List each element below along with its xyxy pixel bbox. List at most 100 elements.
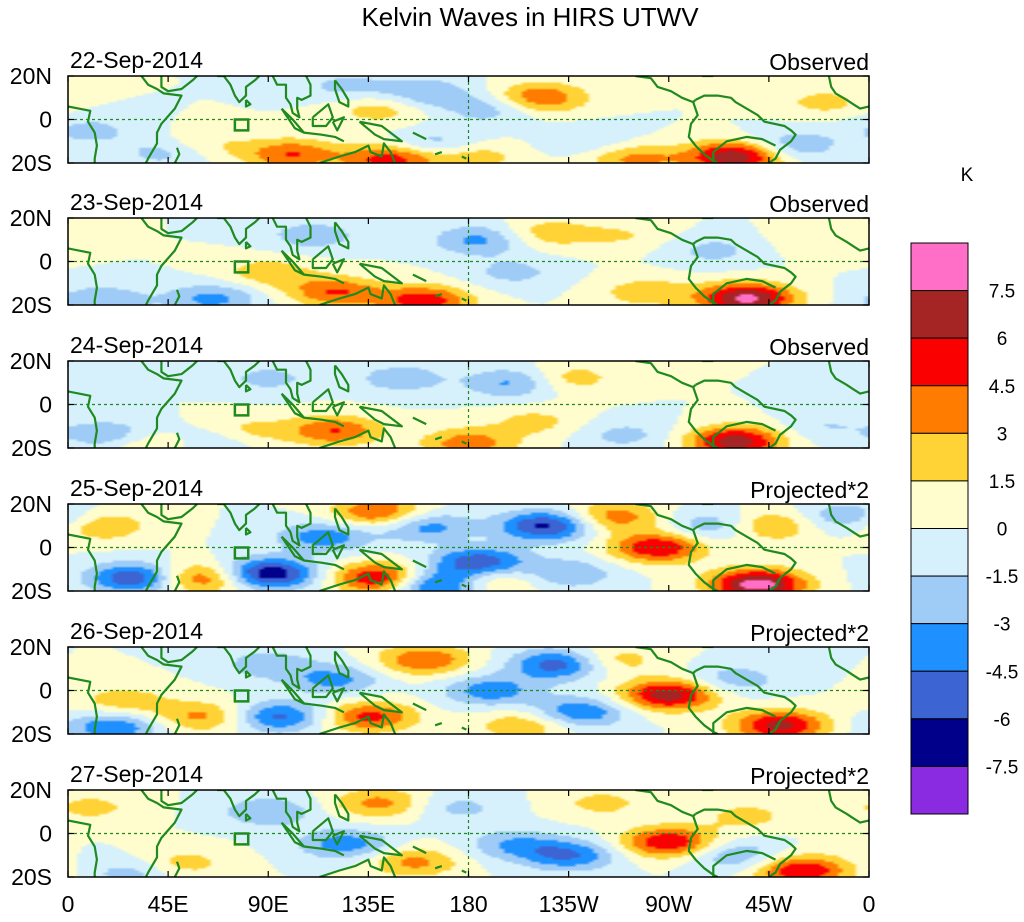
coastline <box>271 76 312 119</box>
colorbar-swatch <box>910 337 969 387</box>
coastline <box>173 289 181 305</box>
y-tick-label: 0 <box>39 107 52 133</box>
y-tick-label: 20N <box>10 205 52 231</box>
coastline <box>687 386 719 448</box>
coastline <box>827 218 869 252</box>
coastline <box>311 245 334 270</box>
coastline <box>68 819 99 877</box>
coastline <box>68 247 99 305</box>
panel-2: 20N 0 20S 23-Sep-2014 Observed <box>10 189 870 318</box>
coastline <box>358 834 403 857</box>
x-tick-label: 45E <box>148 891 189 917</box>
coastline <box>68 390 99 448</box>
colorbar-swatch <box>910 290 969 339</box>
coastlines <box>68 361 869 448</box>
colorbar-label: -6 <box>994 710 1011 731</box>
coastline <box>244 527 252 536</box>
coastline <box>358 120 403 143</box>
coastline <box>712 277 776 305</box>
coastline <box>217 504 261 532</box>
coastline <box>217 76 261 104</box>
colorbar-label: 7.5 <box>989 282 1015 303</box>
coastline <box>434 151 443 156</box>
colorbar-label: 1.5 <box>989 472 1015 493</box>
x-axis: 0 45E 90E 135E 180 135W 90W 45W 0 <box>62 891 876 917</box>
colorbar-units: K <box>961 165 974 186</box>
coastline <box>412 702 427 712</box>
coastline <box>271 790 312 833</box>
coastlines <box>68 76 869 163</box>
panel-date: 25-Sep-2014 <box>70 475 203 501</box>
coastline <box>319 427 397 448</box>
colorbar-swatch <box>910 432 969 482</box>
colorbar-label: 6 <box>997 329 1008 350</box>
coastline <box>311 388 334 413</box>
colorbar-label: -1.5 <box>986 567 1019 588</box>
colorbar-label: -7.5 <box>986 757 1019 778</box>
coastline <box>687 529 719 591</box>
colorbar-swatch <box>910 385 969 434</box>
colorbar-swatch <box>910 242 969 292</box>
coastline <box>303 416 345 428</box>
coastline <box>68 105 99 163</box>
coastline <box>333 79 350 108</box>
colorbar-label: -4.5 <box>986 662 1019 683</box>
panel-type: Projected*2 <box>750 620 869 646</box>
colorbar-swatch <box>910 480 969 529</box>
coastline <box>319 142 397 163</box>
coastline <box>461 440 467 445</box>
coastline <box>687 101 719 163</box>
y-tick-label: 20S <box>11 150 52 176</box>
x-tick-label: 135W <box>539 891 599 917</box>
coastline <box>140 504 183 591</box>
coastline <box>695 94 797 163</box>
coastline <box>434 865 443 870</box>
x-tick-label: 180 <box>449 891 487 917</box>
coastline <box>244 384 252 393</box>
x-tick-label: 45W <box>745 891 793 917</box>
coastline <box>319 570 397 591</box>
x-tick-label: 135E <box>342 891 396 917</box>
panel-date: 26-Sep-2014 <box>70 618 203 644</box>
coastlines <box>68 504 869 591</box>
y-tick-label: 20N <box>10 63 52 89</box>
coastline <box>140 790 183 877</box>
y-tick-label: 0 <box>39 678 52 704</box>
coastline <box>311 674 334 699</box>
panel-date: 24-Sep-2014 <box>70 332 203 358</box>
coastline <box>358 548 403 571</box>
coastline <box>412 416 427 426</box>
y-tick-label: 0 <box>39 535 52 561</box>
coastline <box>173 861 181 877</box>
colorbar-label: 0 <box>997 520 1008 541</box>
coastline <box>271 504 312 547</box>
coastline <box>687 672 719 734</box>
y-tick-label: 20S <box>11 435 52 461</box>
coastline <box>271 361 312 404</box>
coastline <box>712 849 776 877</box>
x-tick-label: 90E <box>248 891 289 917</box>
coastline <box>412 131 427 141</box>
panel-3: 20N 0 20S 24-Sep-2014 Observed <box>10 332 870 461</box>
coastline <box>244 241 252 250</box>
panel-date: 22-Sep-2014 <box>70 47 203 73</box>
y-tick-label: 20S <box>11 292 52 318</box>
colorbar-swatch <box>910 765 969 815</box>
coastline <box>695 379 797 448</box>
coastline <box>160 790 198 807</box>
coastline <box>461 155 467 160</box>
region-box <box>233 546 250 560</box>
coastline <box>333 650 350 679</box>
region-box <box>233 118 250 132</box>
coastline <box>271 647 312 690</box>
panel-4: 20N 0 20S 25-Sep-2014 Projected*2 <box>10 475 870 604</box>
y-tick-label: 20N <box>10 634 52 660</box>
coastline <box>173 147 181 163</box>
coastline <box>412 845 427 855</box>
colorbar-label: 3 <box>997 424 1008 445</box>
region-box <box>233 689 250 703</box>
x-tick-label: 0 <box>62 891 75 917</box>
coastline <box>173 575 181 591</box>
colorbar-swatch <box>910 575 969 625</box>
panel-date: 23-Sep-2014 <box>70 189 203 215</box>
